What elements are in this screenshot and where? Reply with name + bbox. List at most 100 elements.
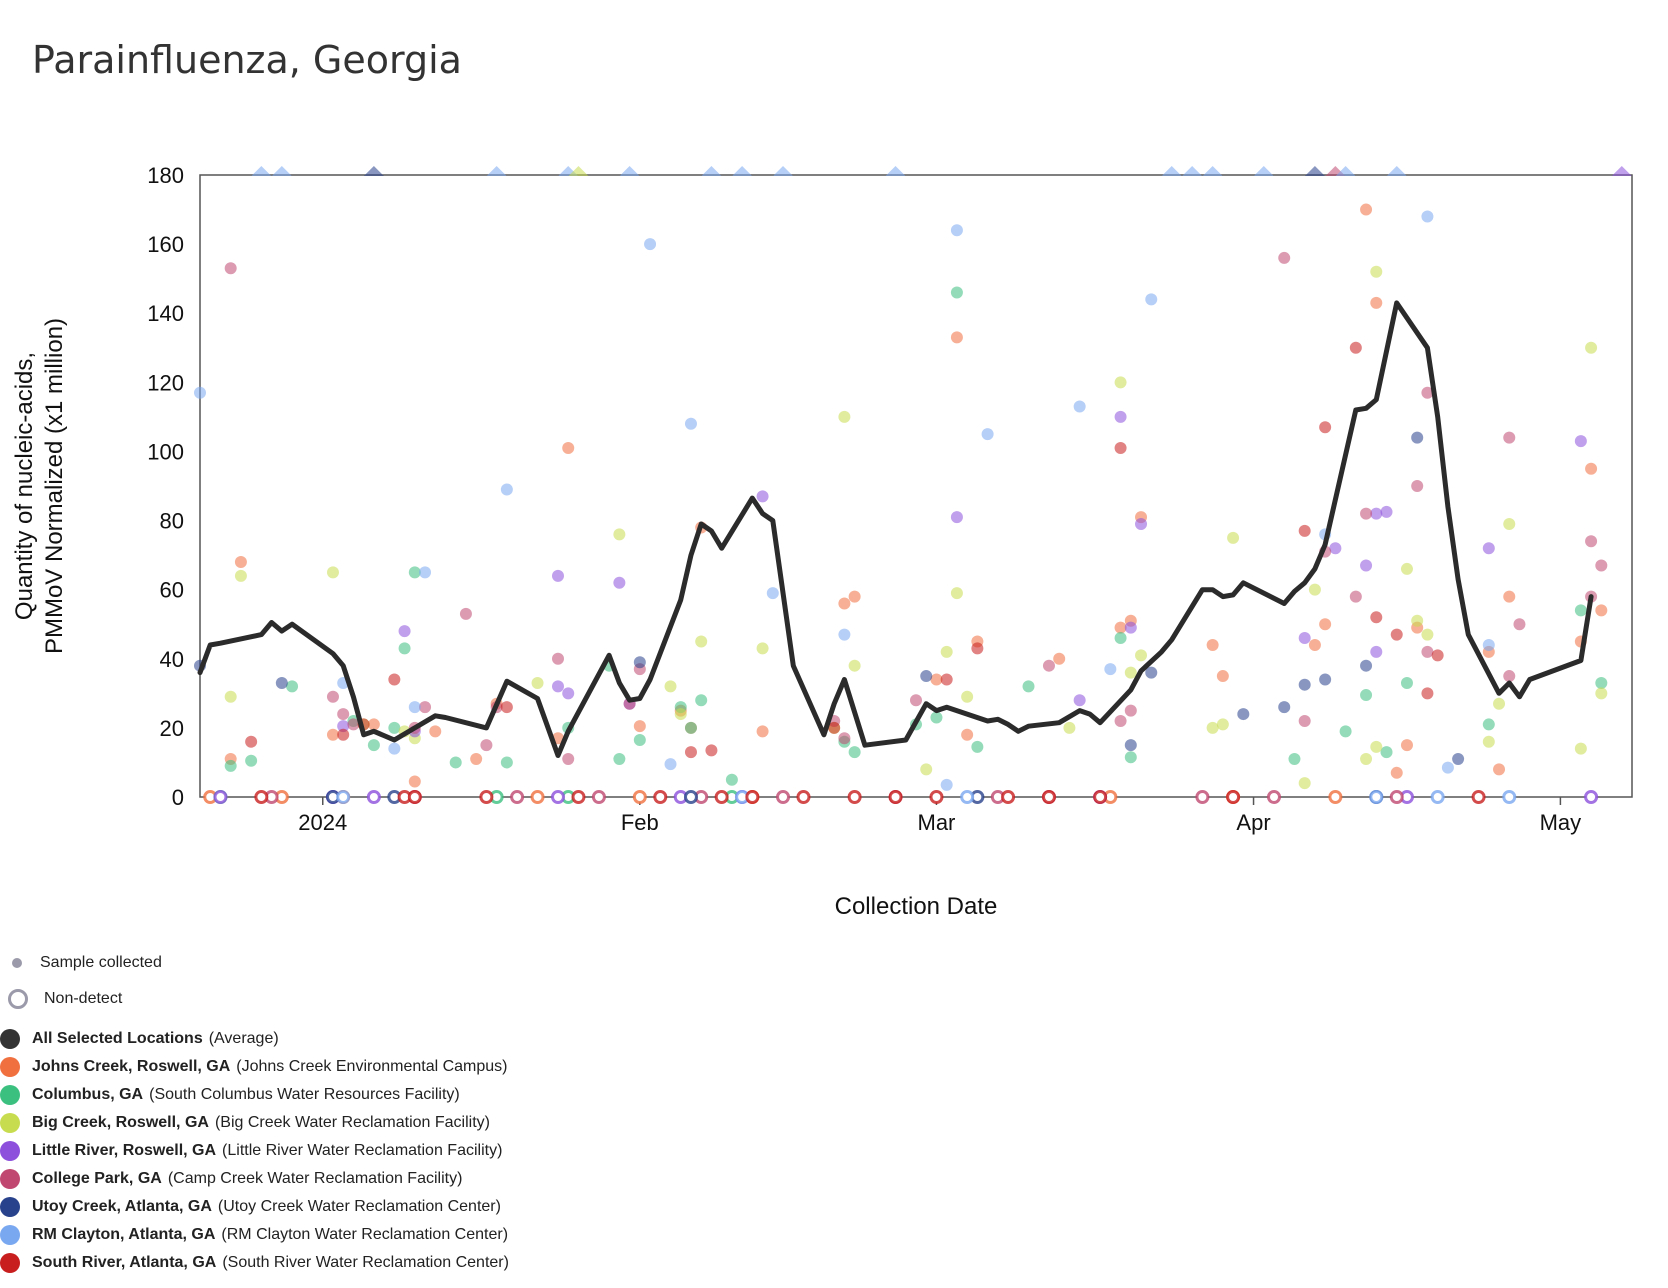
legend-item-detail: (South Columbus Water Resources Facility… (149, 1086, 460, 1103)
data-point (848, 746, 861, 759)
nondetect-point (254, 790, 269, 804)
data-point (674, 708, 687, 721)
data-point (1298, 678, 1311, 691)
nondetect-point (530, 790, 545, 804)
data-point (419, 566, 432, 579)
data-point (398, 642, 411, 655)
offscale-marker (271, 166, 292, 176)
data-point (1400, 562, 1413, 575)
nondetect-point (213, 790, 228, 804)
data-point (1411, 431, 1424, 444)
legend-item[interactable]: All Selected Locations (Average) (0, 1025, 509, 1053)
data-point (500, 756, 513, 769)
data-point (1349, 590, 1362, 603)
x-tick-label: Feb (621, 810, 659, 835)
data-point (981, 428, 994, 441)
data-point (194, 386, 206, 399)
data-point (725, 773, 738, 786)
data-point (613, 752, 626, 765)
data-point (1114, 441, 1127, 454)
data-point (1124, 621, 1137, 634)
data-point (1135, 518, 1148, 531)
data-point (848, 659, 861, 672)
data-point (1585, 462, 1598, 475)
data-point (950, 286, 963, 299)
data-point (449, 756, 462, 769)
legend-item[interactable]: South River, Atlanta, GA (South River Wat… (0, 1249, 509, 1277)
legend-item-detail: (Camp Creek Water Reclamation Facility) (167, 1170, 463, 1187)
nondetect-point (960, 790, 975, 804)
data-point (971, 740, 984, 753)
offscale-marker (1161, 166, 1182, 176)
data-point (1329, 542, 1342, 555)
data-point (1411, 480, 1424, 492)
data-point (756, 490, 769, 503)
data-point (633, 720, 646, 733)
nondetect-point (653, 790, 668, 804)
legend-item[interactable]: Little River, Roswell, GA (Little River W… (0, 1137, 509, 1165)
data-point (1360, 659, 1373, 672)
legend-item-name: South River, Atlanta, GA (32, 1254, 217, 1271)
data-point (1503, 670, 1516, 683)
data-point (500, 483, 513, 496)
nondetect-point (1226, 790, 1241, 804)
nondetect-point (1328, 790, 1343, 804)
data-point (950, 587, 963, 600)
legend-item-name: Johns Creek, Roswell, GA (32, 1058, 231, 1075)
legend-item[interactable]: RM Clayton, Atlanta, GA (RM Clayton Water… (0, 1221, 509, 1249)
legend-item[interactable]: Big Creek, Roswell, GA (Big Creek Water R… (0, 1109, 509, 1137)
data-point (367, 718, 380, 731)
offscale-marker (701, 166, 722, 176)
data-point (684, 721, 697, 734)
data-point (1574, 742, 1587, 755)
legend-item[interactable]: Johns Creek, Roswell, GA (Johns Creek Env… (0, 1053, 509, 1081)
data-point (950, 224, 963, 237)
offscale-marker (732, 166, 753, 176)
legend-item[interactable]: Columbus, GA (South Columbus Water Resour… (0, 1081, 509, 1109)
data-point (234, 556, 247, 569)
data-point (224, 690, 237, 703)
offscale-marker (885, 166, 906, 176)
data-point (531, 676, 544, 689)
nondetect-point (591, 790, 606, 804)
data-point (552, 569, 564, 582)
data-point (1421, 386, 1434, 399)
data-point (838, 628, 851, 641)
data-point (388, 721, 401, 734)
legend-item-name: Columbus, GA (32, 1086, 144, 1103)
nondetect-point (366, 790, 381, 804)
data-point (1482, 718, 1495, 731)
legend-item[interactable]: College Park, GA (Camp Creek Water Reclam… (0, 1165, 509, 1193)
legend-item[interactable]: Utoy Creek, Atlanta, GA (Utoy Creek Water… (0, 1193, 509, 1221)
data-point (1370, 265, 1383, 278)
nondetect-point (510, 790, 525, 804)
nondetect-markers (203, 790, 1599, 804)
offscale-marker (1335, 166, 1356, 176)
data-point (1298, 777, 1311, 790)
nondetect-point (776, 790, 791, 804)
data-point (1503, 590, 1516, 603)
offscale-marker (1611, 166, 1632, 176)
plot-border (199, 174, 1633, 798)
data-point (480, 739, 493, 752)
data-point (1114, 714, 1127, 727)
data-point (408, 701, 421, 714)
data-point (613, 528, 626, 541)
ring-icon (8, 989, 28, 1009)
y-tick-label: 60 (160, 578, 184, 603)
nondetect-point (407, 790, 422, 804)
legend-item-detail: (South River Water Reclamation Center) (222, 1254, 509, 1271)
data-point (1370, 645, 1383, 658)
data-point (838, 732, 851, 745)
data-point (1124, 739, 1137, 752)
data-point (756, 642, 769, 655)
nondetect-point (1389, 790, 1404, 804)
data-point (1124, 751, 1137, 764)
data-point (1503, 518, 1516, 531)
nondetect-point (1502, 790, 1517, 804)
data-point (1308, 638, 1321, 651)
data-point (1400, 676, 1413, 689)
legend-swatch-icon (0, 1225, 20, 1245)
data-point (1319, 421, 1332, 434)
nondetect-point (888, 790, 903, 804)
